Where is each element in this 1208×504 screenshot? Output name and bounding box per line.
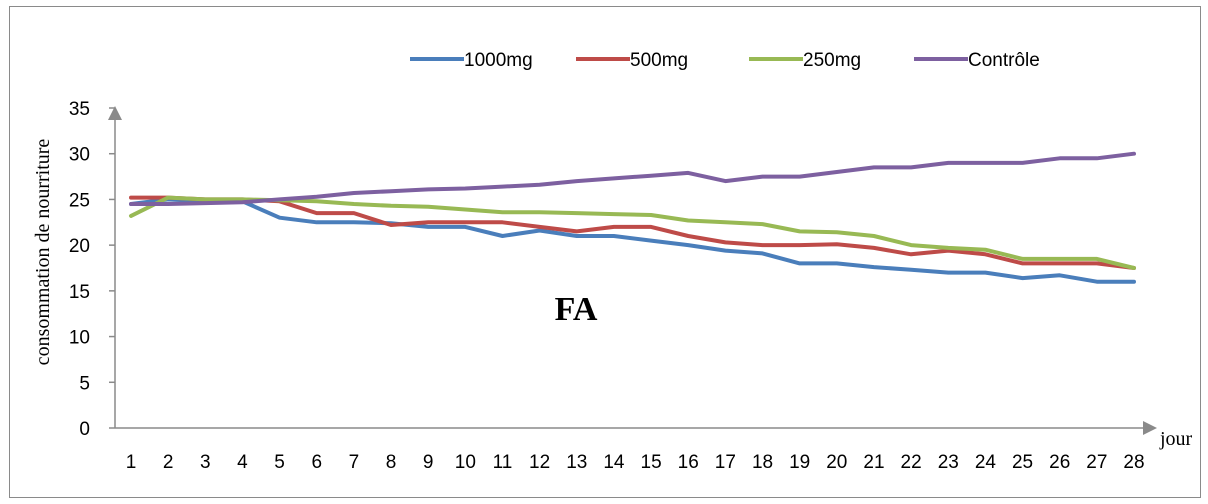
y-tick-label: 10 [69,328,90,349]
x-tick-label: 8 [386,452,397,473]
x-tick-label: 6 [311,452,322,473]
y-tick-label: 35 [69,99,90,120]
x-tick-label: 11 [493,452,513,473]
x-tick-label: 13 [566,452,587,473]
x-tick-label: 18 [752,452,773,473]
x-tick-label: 5 [274,452,285,473]
x-tick-label: 17 [715,452,736,473]
x-tick-label: 2 [163,452,174,473]
series-line-250mg [129,195,1136,270]
legend-label: 500mg [630,50,688,71]
x-tick-label: 22 [901,452,922,473]
x-tick-label: 9 [423,452,434,473]
series-line-500mg [129,195,1136,270]
x-tick-label: 21 [863,452,884,473]
legend-label: 250mg [803,50,861,71]
legend-label: 1000mg [464,50,533,71]
y-axis-label: consommation de nourriture [32,139,54,366]
chart-annotation: FA [555,291,598,328]
series-line-1000mg [129,197,1136,284]
x-tick-label: 4 [237,452,248,473]
x-tick-label: 26 [1049,452,1070,473]
x-tick-label: 12 [529,452,550,473]
x-tick-label: 10 [455,452,476,473]
y-tick-label: 15 [69,282,90,303]
x-tick-label: 27 [1086,452,1107,473]
x-axis-arrow [1143,421,1157,435]
x-tick-label: 24 [975,452,997,473]
y-axis-arrow [108,106,122,120]
x-tick-label: 16 [678,452,699,473]
x-tick-label: 28 [1123,452,1144,473]
x-tick-label: 15 [641,452,662,473]
y-tick-label: 25 [69,190,90,211]
series-line-contrle [129,151,1136,206]
x-tick-label: 25 [1012,452,1033,473]
y-tick-label: 30 [69,145,90,166]
y-tick-label: 0 [79,419,90,440]
x-tick-label: 14 [603,452,625,473]
x-tick-label: 20 [826,452,847,473]
x-tick-label: 23 [938,452,959,473]
y-tick-label: 5 [79,373,90,394]
x-tick-label: 1 [126,452,137,473]
x-axis-label: jour [1159,428,1193,450]
legend-label: Contrôle [968,50,1040,71]
y-tick-label: 20 [69,236,90,257]
x-tick-label: 3 [200,452,211,473]
x-tick-label: 7 [349,452,360,473]
x-tick-label: 19 [789,452,810,473]
